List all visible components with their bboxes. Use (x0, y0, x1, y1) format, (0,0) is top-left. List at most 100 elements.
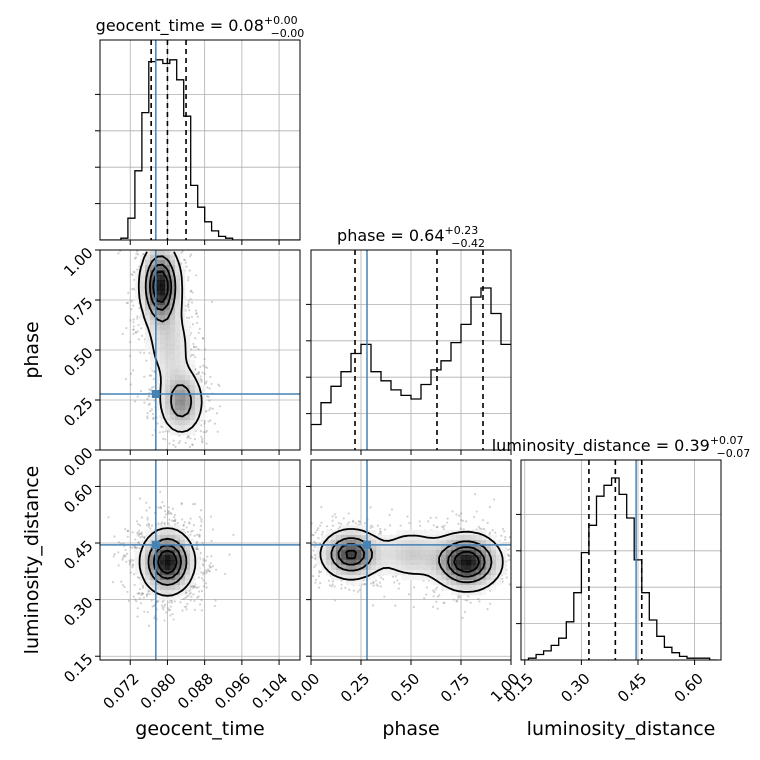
sample-point (216, 430, 219, 433)
density-cell (426, 545, 432, 551)
sample-point (138, 497, 142, 500)
sample-point (536, 560, 538, 562)
sample-point (363, 582, 366, 586)
sample-point (161, 600, 164, 603)
density-cell (150, 585, 156, 591)
sample-point (145, 593, 148, 596)
density-cell (165, 250, 171, 256)
sample-point (143, 351, 146, 355)
density-cell (175, 415, 181, 421)
sample-point (180, 251, 183, 254)
sample-point (203, 420, 206, 423)
sample-point (306, 576, 308, 578)
sample-point (217, 383, 220, 386)
density-cell (175, 305, 181, 311)
sample-point (124, 548, 127, 552)
sample-point (203, 372, 206, 375)
density-cell (155, 330, 161, 336)
density-cell (185, 560, 191, 566)
sample-point (129, 372, 133, 375)
sample-point (145, 234, 147, 236)
density-cell (145, 555, 151, 561)
density-cell (411, 530, 417, 536)
sample-point (165, 611, 168, 614)
density-cell (165, 270, 171, 276)
density-cell (185, 575, 191, 581)
density-cell (165, 375, 171, 381)
density-cell (140, 305, 146, 311)
density-cell (180, 425, 186, 431)
sample-point (190, 253, 193, 256)
density-cell (386, 535, 392, 541)
sample-point (333, 585, 336, 588)
density-cell (185, 380, 191, 386)
sample-point (181, 250, 184, 253)
density-cell (441, 535, 447, 541)
density-cell (145, 250, 151, 256)
density-cell (170, 380, 176, 386)
sample-point (201, 336, 205, 340)
density-cell (185, 565, 191, 571)
sample-point (200, 609, 203, 612)
sample-point (507, 554, 510, 557)
sample-point (351, 519, 355, 522)
sample-point (172, 439, 175, 442)
sample-point (344, 586, 347, 590)
density-cell (381, 550, 387, 556)
density-cell (466, 540, 472, 546)
density-cell (351, 540, 357, 546)
sample-point (173, 515, 176, 519)
density-cell (150, 550, 156, 556)
sample-point (152, 247, 154, 249)
sample-point (205, 570, 209, 573)
density-cell (155, 580, 161, 586)
density-cell (200, 385, 206, 391)
sample-point (200, 424, 203, 427)
density-cell (326, 545, 332, 551)
sample-point (112, 555, 115, 558)
sample-point (182, 523, 185, 527)
sample-point (188, 309, 191, 312)
sample-point (209, 515, 213, 518)
sample-point (128, 559, 131, 562)
density-cell (160, 325, 166, 331)
density-cell (351, 545, 357, 551)
density-cell (145, 530, 151, 536)
density-cell (185, 385, 191, 391)
density-cell (145, 320, 151, 326)
density-cell (165, 260, 171, 266)
sample-point (379, 527, 382, 531)
title-lower-error: −0.42 (451, 237, 485, 250)
sample-point (189, 297, 192, 301)
sample-point (168, 608, 171, 611)
sample-point (194, 309, 198, 312)
density-cell (160, 530, 166, 536)
sample-point (172, 443, 175, 447)
sample-point (186, 602, 189, 606)
density-cell (326, 530, 332, 536)
sample-point (195, 312, 198, 315)
sample-point (457, 596, 460, 599)
density-cell (160, 580, 166, 586)
sample-point (164, 513, 168, 516)
sample-point (514, 572, 516, 574)
sample-point (325, 525, 329, 528)
density-cell (175, 580, 181, 586)
sample-point (138, 529, 141, 532)
sample-point (198, 533, 201, 536)
density-cell (170, 340, 176, 346)
sample-point (191, 529, 194, 532)
sample-point (145, 595, 149, 598)
density-cell (471, 535, 477, 541)
truth-marker (151, 540, 160, 549)
density-cell (170, 540, 176, 546)
density-cell (170, 420, 176, 426)
density-cell (185, 395, 191, 401)
density-cell (160, 265, 166, 271)
density-cell (346, 525, 352, 531)
density-cell (401, 530, 407, 536)
sample-point (224, 572, 227, 576)
sample-point (142, 596, 145, 599)
sample-point (435, 600, 438, 604)
density-cell (140, 320, 146, 326)
